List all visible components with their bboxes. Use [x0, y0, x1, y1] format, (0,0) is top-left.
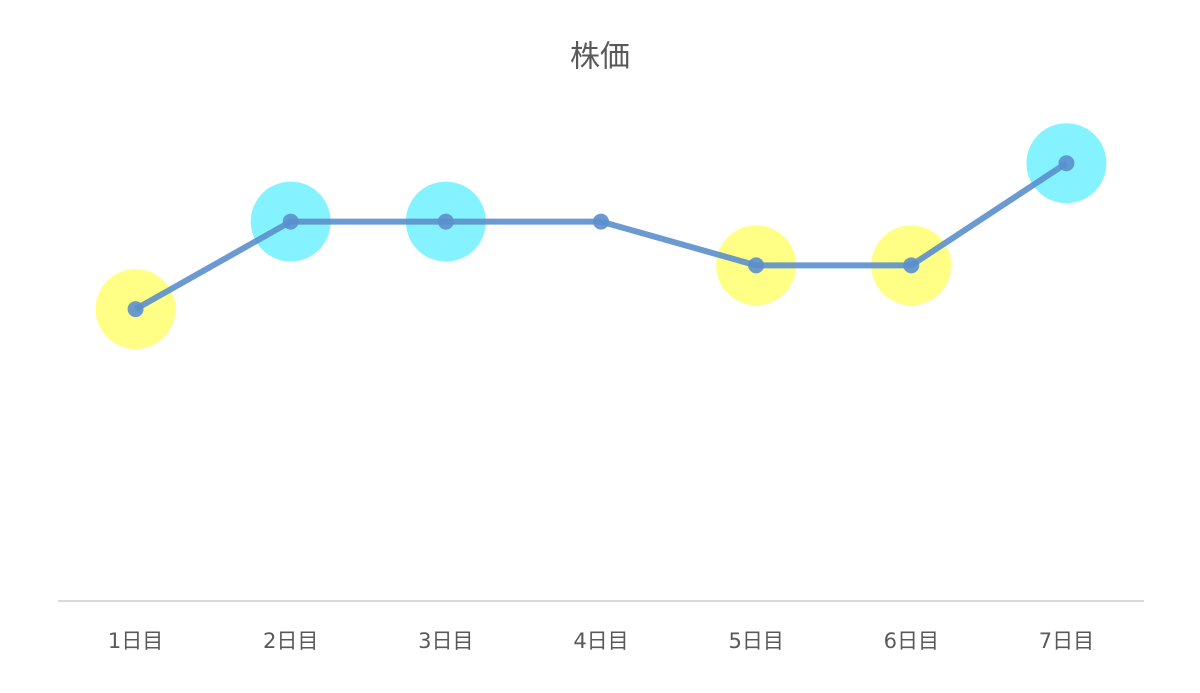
x-tick-label: 6日目 [884, 629, 939, 653]
x-tick-label: 3日目 [418, 629, 473, 653]
data-point [437, 213, 454, 230]
x-tick-label: 4日目 [573, 629, 628, 653]
data-point [127, 301, 144, 318]
data-point [903, 257, 920, 274]
chart-title: 株価 [570, 40, 630, 75]
x-tick-label: 2日目 [263, 629, 318, 653]
data-point [282, 213, 299, 230]
x-tick-label: 5日目 [728, 629, 783, 653]
x-tick-label: 1日目 [108, 629, 163, 653]
x-tick-label: 7日目 [1039, 629, 1094, 653]
data-point [748, 257, 765, 274]
data-point [593, 213, 609, 230]
data-point [1058, 155, 1075, 172]
